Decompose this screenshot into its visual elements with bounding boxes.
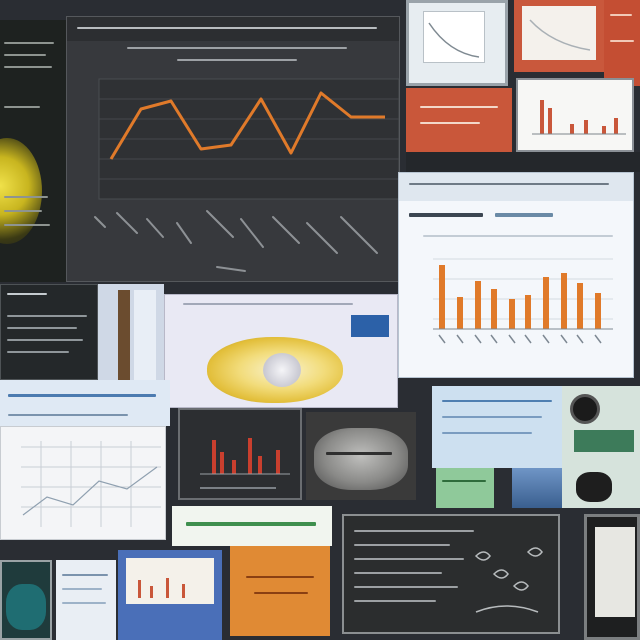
sky-photo-card [512,468,562,508]
blue-strip-card [98,284,164,388]
blue-info-panel [432,386,562,468]
left-dark-panel [0,20,66,282]
orange-label-card [406,88,512,152]
light-header-strip [0,380,170,426]
orange-trend-line [109,91,385,160]
thumb-top-1 [406,0,508,86]
line-chart-panel [66,16,400,282]
camera-icon [570,394,600,424]
glow-orb [0,138,42,244]
dark-device-photo [306,412,416,500]
green-title-strip [172,506,332,546]
lens-icon [576,472,612,502]
bar-chart-header [399,173,633,201]
bar-chart-plot [433,258,613,344]
red-bar-chart-card [178,408,302,500]
blue-badge [351,315,389,337]
blue-chart-card [118,550,222,640]
light-table-card [56,560,116,640]
framed-photo-right [584,514,640,640]
line-chart-title-bar [67,17,399,41]
bar-chart-panel [398,172,634,378]
grid-chart-panel [0,426,166,540]
orange-note-card [230,546,330,636]
teal-photo-card [0,560,52,640]
camera-device-card [562,386,640,508]
dark-text-card [0,284,98,380]
thumb-top-2 [514,0,604,72]
line-chart-plot [94,78,399,272]
dark-divider-bar [406,152,640,172]
thumb-top-3 [604,0,640,86]
yellow-lens-object [207,337,343,403]
green-label-card [436,468,494,508]
mini-bar-chart-card [516,78,634,152]
dark-notebook-panel [342,514,560,634]
center-light-panel [164,294,398,408]
